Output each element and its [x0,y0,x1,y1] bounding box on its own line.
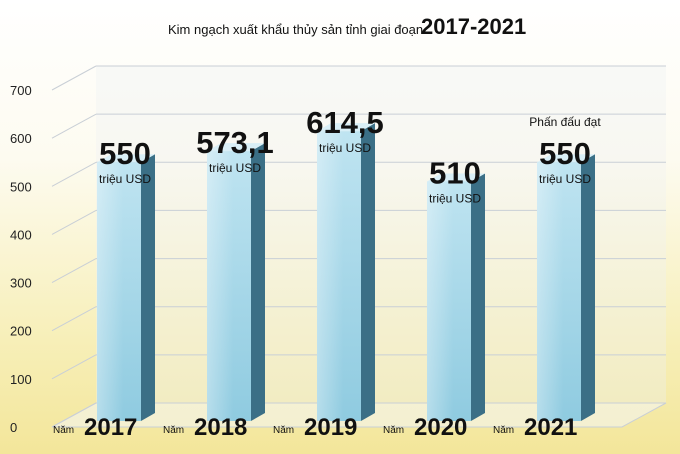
bar-side-2019 [361,123,375,421]
category-prefix-2020: Năm [383,425,404,436]
gridline-400-slant [51,209,97,235]
chart-title: Kim ngạch xuất khẩu thủy sản tỉnh giai đ… [168,14,526,39]
unit-label-2018: triệu USD [209,161,261,175]
gridline-700-slant [51,65,97,91]
value-label-2017: 550 [99,136,151,171]
category-label-2020: 2020 [414,414,467,441]
chart-title-text: Kim ngạch xuất khẩu thủy sản tỉnh giai đ… [168,22,423,37]
bar-2020 [427,173,485,421]
category-label-2019: 2019 [304,414,357,441]
annotation-0: Phấn đấu đạt [529,115,601,129]
bar-2019 [317,123,375,421]
bars [97,123,595,421]
value-label-2019: 614,5 [306,105,384,140]
gridline-300-slant [51,258,97,284]
unit-label-2019: triệu USD [319,141,371,155]
bar-2018 [207,143,265,421]
bar-shine-2019 [317,131,361,421]
category-prefix-2021: Năm [493,425,514,436]
unit-label-2020: triệu USD [429,191,481,205]
y-tick-label-500: 500 [10,179,32,194]
y-tick-label-400: 400 [10,227,32,242]
gridline-200-slant [51,306,97,332]
category-label-2017: 2017 [84,414,137,441]
value-label-2020: 510 [429,155,481,190]
bar-shine-2021 [537,162,581,421]
y-tick-label-200: 200 [10,324,32,339]
bar-shine-2017 [97,162,141,421]
y-tick-label-100: 100 [10,372,32,387]
gridline-600-slant [51,113,97,139]
bar-top-2018 [207,143,265,152]
bar-top-2019 [317,123,375,132]
bar-side-2017 [141,154,155,421]
bar-top-2021 [537,154,595,163]
unit-label-2017: triệu USD [99,172,151,186]
y-axis: 0 100 200 300 400 500 600 700 [10,83,32,435]
category-prefix-2019: Năm [273,425,294,436]
chart-title-years: 2017-2021 [421,14,526,39]
y-tick-label-600: 600 [10,131,32,146]
category-label-2021: 2021 [524,414,577,441]
bar-shine-2020 [427,181,471,421]
y-tick-label-700: 700 [10,83,32,98]
value-label-2021: 550 [539,136,591,171]
bar-side-2020 [471,173,485,421]
bar-top-2017 [97,154,155,163]
value-label-2018: 573,1 [196,125,274,160]
unit-label-2021: triệu USD [539,172,591,186]
bar-top-2020 [427,173,485,182]
bar-2021 [537,154,595,421]
category-prefix-2017: Năm [53,425,74,436]
bar-side-2018 [251,143,265,421]
category-label-2018: 2018 [194,414,247,441]
gridline-100-slant [51,354,97,380]
gridline-500-slant [51,161,97,187]
bar-shine-2018 [207,151,251,421]
bar-side-2021 [581,154,595,421]
category-prefix-2018: Năm [163,425,184,436]
y-tick-label-300: 300 [10,276,32,291]
y-tick-label-0: 0 [10,420,17,435]
bar-2017 [97,154,155,421]
